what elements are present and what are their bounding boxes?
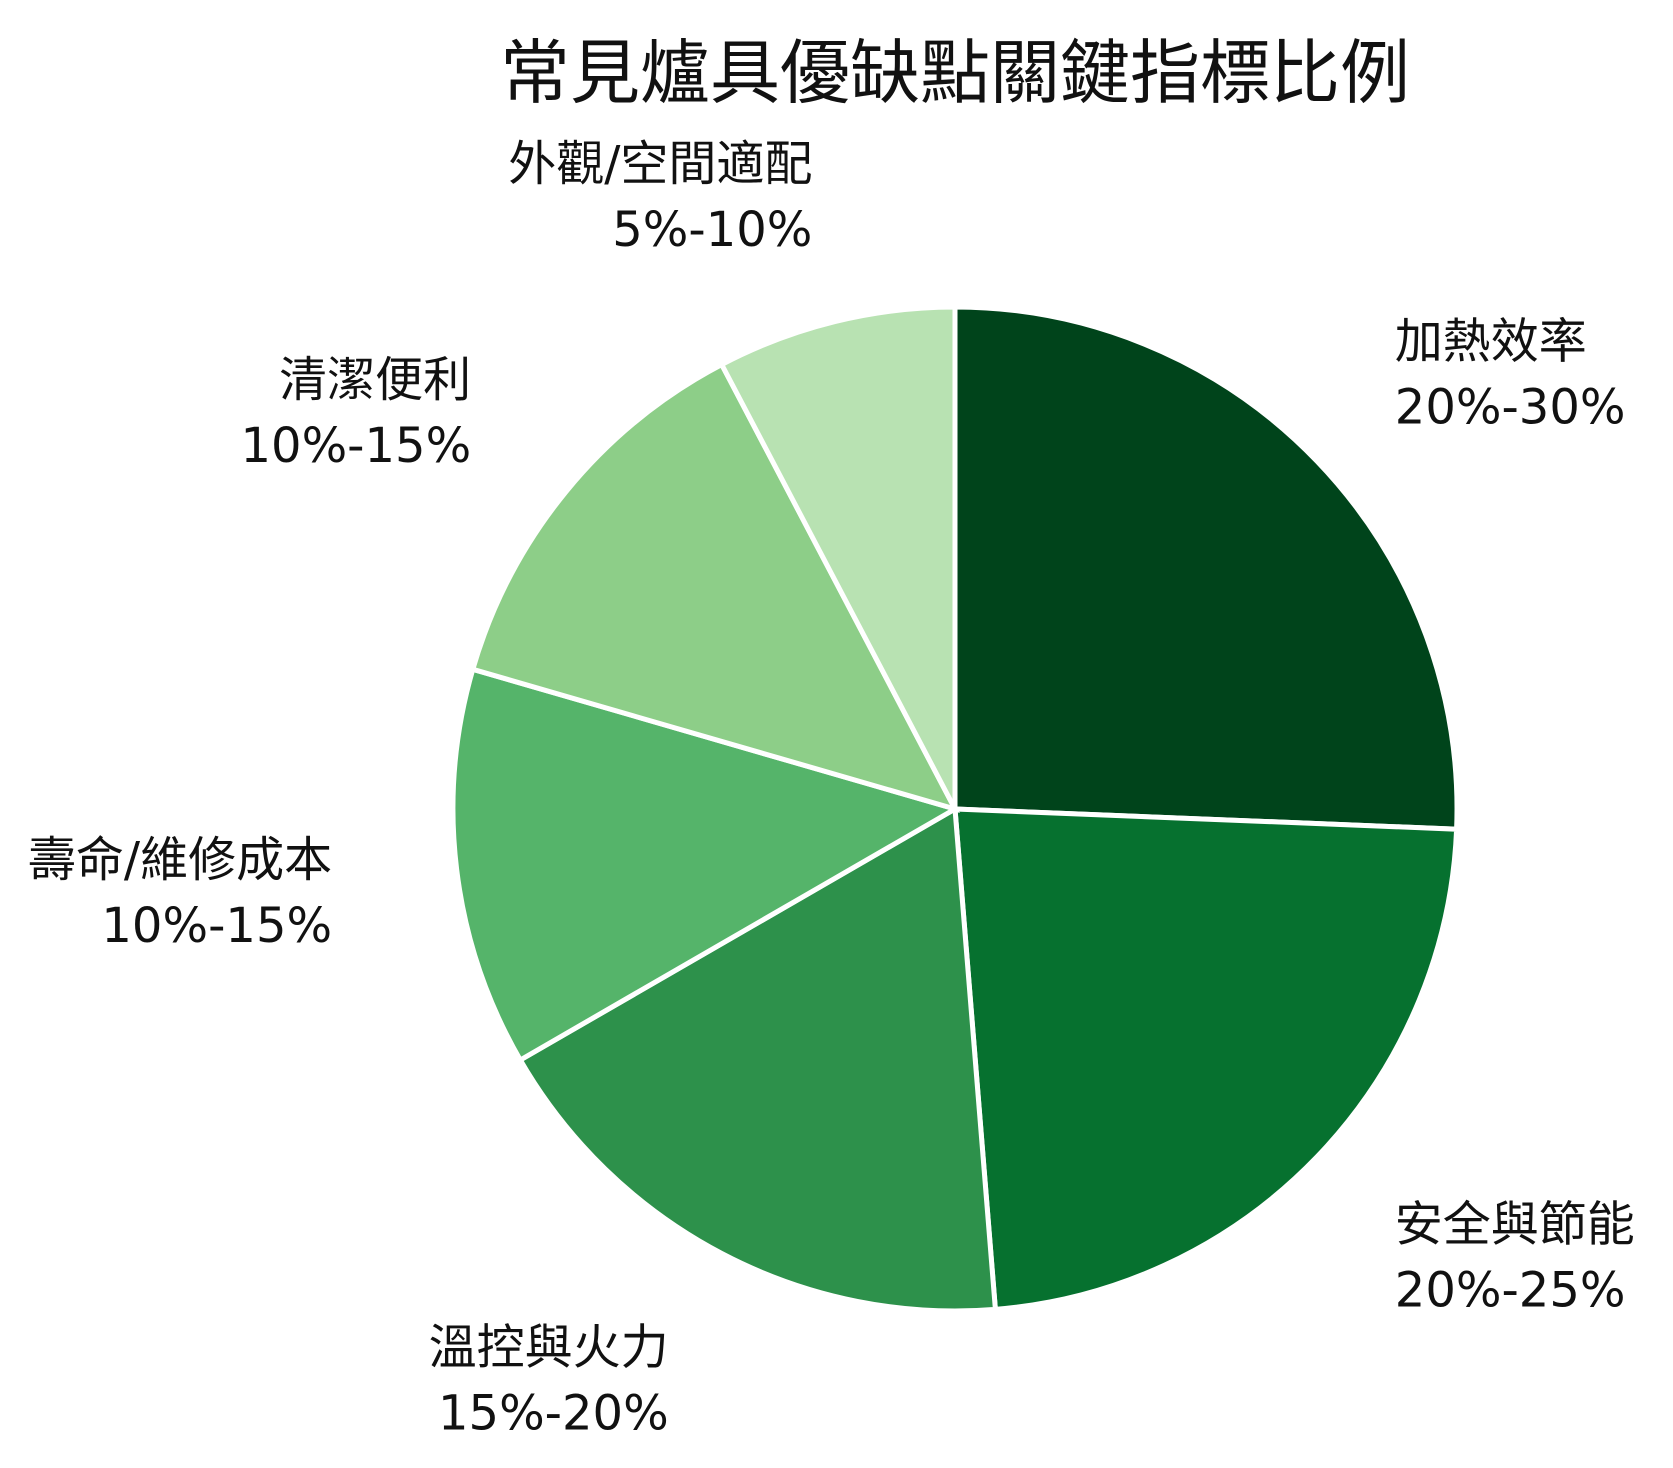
pie-slices — [450, 304, 1460, 1314]
slice-range-label: 20%-30% — [1395, 379, 1626, 435]
slice-label: 溫控與火力 — [429, 1320, 669, 1376]
pie-slice — [952, 304, 1460, 832]
slice-label: 清潔便利 — [279, 352, 471, 408]
slice-label: 壽命/維修成本 — [28, 832, 332, 888]
chart-title: 常見爐具優缺點關鍵指標比例 — [500, 32, 1410, 114]
slice-label: 加熱效率 — [1395, 313, 1587, 369]
pie-slice — [952, 806, 1460, 1313]
slice-range-label: 10%-15% — [101, 898, 332, 954]
slice-range-label: 5%-10% — [612, 202, 812, 258]
pie-slice — [469, 361, 960, 814]
pie-labels: 加熱效率 20%-30% 安全與節能 20%-25% 溫控與火力 15%-20% 壽命/維修… — [28, 136, 1635, 1442]
slice-range-label: 10%-15% — [240, 418, 471, 474]
pie-slice — [516, 804, 999, 1314]
slice-label: 安全與節能 — [1395, 1197, 1635, 1253]
slice-label: 外觀/空間適配 — [508, 136, 812, 192]
slice-range-label: 20%-25% — [1395, 1263, 1626, 1319]
pie-slice — [718, 304, 958, 811]
pie-slice — [450, 666, 962, 1064]
slice-range-label: 15%-20% — [438, 1386, 669, 1442]
